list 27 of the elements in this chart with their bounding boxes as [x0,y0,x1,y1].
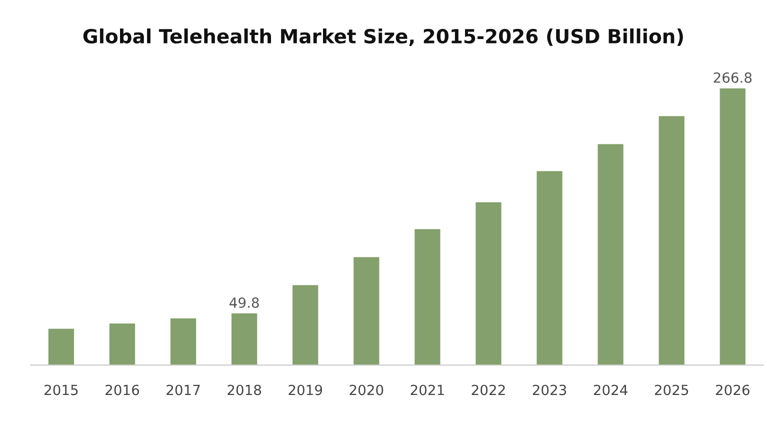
bar [109,324,136,366]
x-tick-label: 2021 [410,384,444,396]
x-tick-label: 2019 [288,384,322,396]
x-tick-label: 2022 [472,384,505,396]
bar [414,229,440,366]
bar [476,202,502,366]
bar [598,144,624,366]
x-tick-label: 2024 [594,384,628,396]
bar [354,257,380,366]
bar [536,171,562,366]
x-tick-label: 2015 [44,384,78,396]
x-tick-label: 2026 [716,384,750,396]
x-tick-label: 2018 [228,384,262,396]
bar [232,313,258,366]
x-tick-label: 2016 [106,384,140,396]
data-label: 49.8 [230,297,259,308]
bar [170,318,196,366]
chart-title: Global Telehealth Market Size, 2015-2026 (USD Billion) [83,28,683,46]
x-tick-label: 2025 [654,384,688,396]
x-tick-label: 2017 [166,384,200,396]
x-tick-label: 2020 [350,384,384,396]
bar [292,285,318,366]
bar [720,88,746,366]
x-tick-label: 2023 [532,384,566,396]
bar [658,116,684,366]
data-label: 266.8 [714,72,752,83]
bar [48,328,74,366]
